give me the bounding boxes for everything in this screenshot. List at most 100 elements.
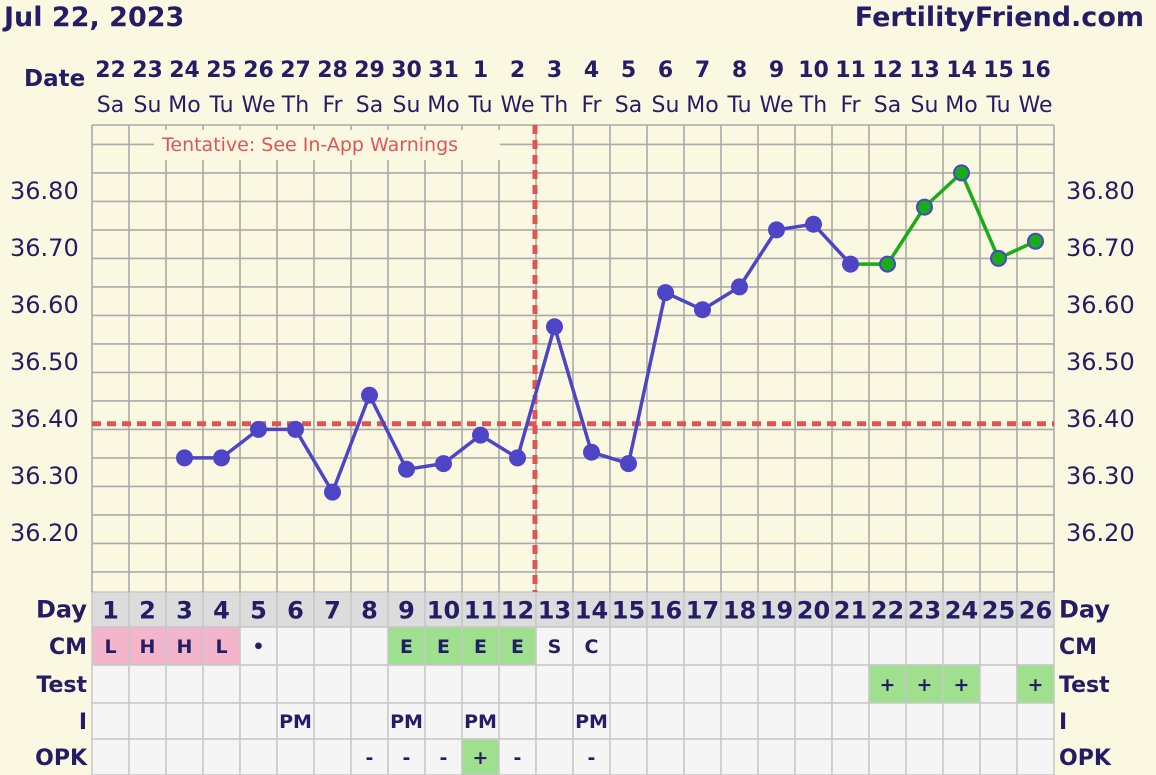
cm-cell-text: C — [585, 636, 599, 658]
date-label: 14 — [946, 58, 977, 83]
cell-i — [646, 702, 685, 740]
cell-opk — [535, 738, 574, 775]
cell-test — [757, 664, 796, 704]
weekday-label: Tu — [208, 93, 233, 118]
reference-lines: Tentative: See In-App Warnings — [92, 125, 1054, 592]
day-cell-text: 19 — [760, 597, 793, 625]
y-tick-label-left: 36.20 — [10, 519, 79, 547]
annotation-box — [154, 130, 500, 160]
weekday-label: Su — [393, 93, 421, 118]
cell-cm — [720, 626, 759, 666]
cell-cm — [1016, 626, 1055, 666]
cell-day — [942, 591, 981, 628]
opk-cell-text: + — [473, 747, 489, 769]
temperature-point — [361, 386, 378, 404]
cell-opk — [942, 738, 981, 775]
weekday-label: Fr — [581, 93, 602, 118]
cell-day — [535, 591, 574, 628]
weekday-label: Sa — [97, 93, 124, 118]
cell-day — [498, 591, 537, 628]
weekday-label: Mo — [945, 93, 977, 118]
day-cell-text: 14 — [575, 597, 608, 625]
cm-cell-text: H — [177, 636, 193, 658]
temperature-point — [731, 278, 748, 296]
day-cell-text: 23 — [908, 597, 941, 625]
row-label-i: I — [79, 710, 87, 735]
weekday-label: Tu — [467, 93, 492, 118]
cell-cm — [350, 626, 389, 666]
test-cell-text: + — [880, 674, 896, 696]
cell-cm — [757, 626, 796, 666]
date-label: 23 — [132, 58, 163, 83]
temperature-point — [472, 426, 489, 444]
day-cell-text: 4 — [213, 597, 230, 625]
weekday-label: We — [760, 93, 794, 118]
cell-opk — [868, 738, 907, 775]
y-tick-label-right: 36.50 — [1066, 348, 1135, 376]
cell-opk — [905, 738, 944, 775]
cell-cm — [868, 626, 907, 666]
cell-cm — [498, 626, 537, 666]
day-cell-text: 7 — [324, 597, 341, 625]
opk-cell-text: - — [366, 747, 374, 769]
cell-i — [239, 702, 278, 740]
test-cell-text: + — [1028, 674, 1044, 696]
cell-day — [350, 591, 389, 628]
cell-cm — [276, 626, 315, 666]
cell-i — [202, 702, 241, 740]
y-tick-label-left: 36.30 — [10, 462, 79, 490]
cell-test — [202, 664, 241, 704]
cell-i — [720, 702, 759, 740]
row-label-cm: CM — [49, 635, 87, 660]
day-cell-text: 24 — [945, 597, 978, 625]
i-cell-text: PM — [390, 711, 423, 733]
cell-test — [387, 664, 426, 704]
temperature-point — [657, 284, 674, 302]
cell-cm — [202, 626, 241, 666]
cell-test — [91, 664, 130, 704]
y-tick-label-left: 36.40 — [10, 405, 79, 433]
cell-day — [572, 591, 611, 628]
cell-opk — [794, 738, 833, 775]
cell-i — [868, 702, 907, 740]
weekday-label: Mo — [168, 93, 200, 118]
cell-i — [535, 702, 574, 740]
chart-date: Jul 22, 2023 — [4, 2, 185, 33]
day-cell-text: 21 — [834, 597, 867, 625]
cell-opk — [128, 738, 167, 775]
cell-opk — [1016, 738, 1055, 775]
cell-cm — [128, 626, 167, 666]
day-cell-text: 18 — [723, 597, 756, 625]
cm-cell-text: S — [548, 636, 562, 658]
cell-test — [683, 664, 722, 704]
date-label: 28 — [317, 58, 348, 83]
cell-opk — [683, 738, 722, 775]
cell-i — [313, 702, 352, 740]
day-cell-text: 22 — [871, 597, 904, 625]
cell-i — [165, 702, 204, 740]
temperature-point — [287, 420, 304, 438]
y-tick-label-left: 36.80 — [10, 177, 79, 205]
day-cell-text: 15 — [612, 597, 645, 625]
day-cell-text: 13 — [538, 597, 571, 625]
temperature-point — [509, 449, 526, 467]
cell-opk — [609, 738, 648, 775]
cell-test — [461, 664, 500, 704]
site-brand: FertilityFriend.com — [854, 2, 1144, 33]
temperature-point — [546, 318, 563, 336]
date-label: 12 — [872, 58, 903, 83]
date-label: 29 — [354, 58, 385, 83]
row-label-test: Test — [36, 673, 87, 698]
weekday-label: Th — [281, 93, 309, 118]
weekday-label: Tu — [985, 93, 1010, 118]
day-cell-text: 5 — [250, 597, 267, 625]
day-cell-text: 26 — [1019, 597, 1052, 625]
cell-cm — [239, 626, 278, 666]
date-label: 5 — [621, 58, 636, 83]
temperature-point — [250, 420, 267, 438]
cell-i — [831, 702, 870, 740]
day-cell-text: 12 — [501, 597, 534, 625]
day-cell-text: 8 — [361, 597, 378, 625]
cell-test — [646, 664, 685, 704]
day-cell-text: 6 — [287, 597, 304, 625]
